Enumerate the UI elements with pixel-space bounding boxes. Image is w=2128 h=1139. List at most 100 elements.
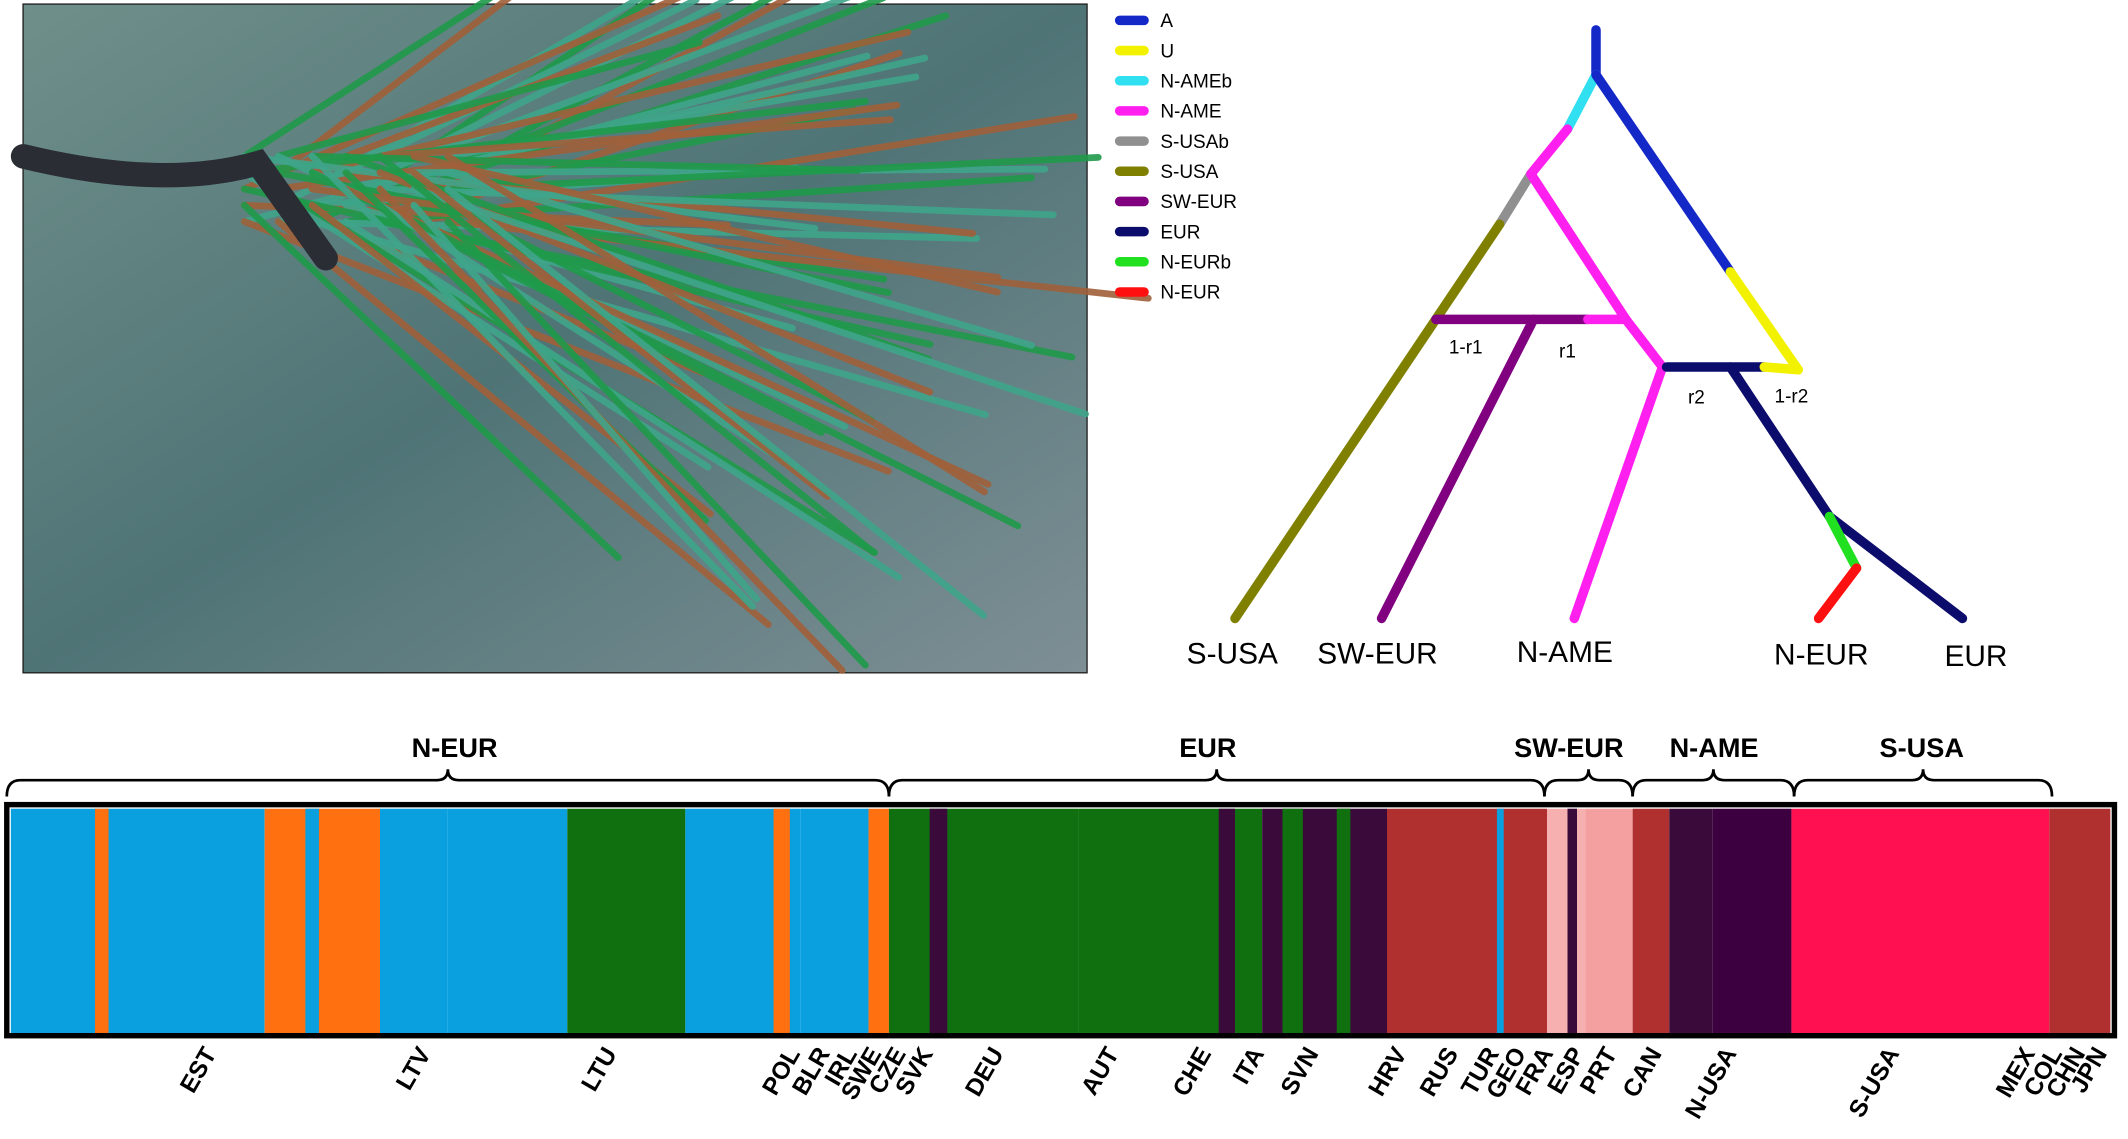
admixture-block [380,808,448,1033]
population-label: EST [175,1043,222,1098]
leaf-label: SW-EUR [1317,637,1437,670]
population-label: ITA [1228,1043,1270,1089]
tree-branch [1494,169,1536,230]
needle [308,218,989,419]
tree-branch [1725,362,1835,522]
edge-label: 1-r2 [1775,386,1809,407]
needle [410,165,1049,177]
group-brace [1792,769,2054,797]
leaf-label: N-EUR [1774,639,1868,672]
admixture-block [1387,808,1548,1033]
legend-label: N-AME [1160,102,1221,123]
tree-branch [1569,362,1668,624]
admixture-block [1585,808,1633,1033]
population-label: S-USA [1844,1043,1905,1122]
population-label: LTU [576,1043,622,1096]
needle [410,218,1022,530]
admixture-block [1547,808,1586,1033]
tree-branch [1824,511,1968,624]
leaf-label: S-USA [1187,637,1278,670]
legend-label: SW-EUR [1160,192,1237,213]
needle [274,0,512,177]
legend: AU N-AMEb N-AME S-USAb S-USA SW-EUR EUR N-EURb N… [1114,11,1237,304]
tree-branch [1759,362,1803,375]
tree-branch [1230,219,1505,624]
tree-branch [1591,69,1736,277]
needle [444,152,988,496]
group-label: N-EUR [412,732,498,763]
needle [444,185,987,619]
admixture-block [868,808,889,1033]
group-brace [1543,769,1634,797]
tree-branch [1813,563,1862,624]
admixture-block [2049,808,2111,1033]
tree-branch [1562,69,1601,134]
population-label: HRV [1364,1042,1413,1100]
tree-branch [1526,124,1573,179]
edge-label: 1-r1 [1449,337,1483,358]
plot-frame [4,801,2118,1039]
needle [308,152,756,610]
legend-label: S-USAb [1160,132,1229,153]
admixture-block [800,808,869,1033]
population-label: N-USA [1680,1043,1742,1124]
legend-label: EUR [1160,222,1200,243]
group-label: EUR [1179,732,1237,763]
tree-branch [1621,314,1668,372]
admixture-block [1712,808,1792,1033]
population-label: AUT [1076,1043,1124,1100]
legend-label: N-EURb [1160,253,1231,274]
needle [342,152,932,363]
admixture-block [447,808,568,1033]
admixture-block [1262,808,1387,1033]
needle [410,152,1001,296]
group-brace [5,769,891,797]
admixture-block [773,808,790,1033]
admixture-block [929,808,948,1033]
needle [444,218,869,669]
tree-branch [1526,169,1631,325]
group-brace [1631,769,1796,797]
legend-label: A [1160,11,1173,32]
needle [444,0,774,177]
tree-branch [1376,314,1539,624]
edge-label: r2 [1688,388,1705,409]
needle [308,28,912,177]
admixture-block [1496,808,1504,1033]
needle [410,169,831,500]
admixture-block [95,808,109,1033]
admixture-block [305,808,319,1033]
population-label: SVN [1276,1043,1324,1100]
population-label: CAN [1618,1043,1668,1102]
group-brace [887,769,1546,797]
needle [376,116,894,160]
legend-label: N-AMEb [1160,72,1232,93]
admixture-block [264,808,380,1033]
population-label: CHE [1168,1043,1217,1101]
needle [444,169,1036,349]
admixture-block [1336,808,1351,1033]
leaf-label: EUR [1945,640,2008,673]
group-label: S-USA [1879,732,1963,763]
needle [376,152,878,556]
tree: 1-r1 r1 r2 1-r2 S-USA SW-EUR N-AME N-EUR EUR [1187,25,2008,673]
needle [410,185,1089,418]
population-label: DEU [960,1043,1009,1101]
population-label: PRT [1575,1043,1623,1099]
group-label: N-AME [1670,732,1759,763]
group-label: SW-EUR [1514,732,1624,763]
population-label: LTV [391,1042,437,1095]
tree-branch [1725,267,1803,375]
photo [10,0,1152,674]
legend-label: N-EUR [1160,283,1220,304]
tree-branch [1824,511,1862,573]
population-label: RUS [1415,1043,1464,1101]
leaf-label: N-AME [1517,636,1613,669]
needle [308,152,861,174]
admixture-block [1632,808,1670,1033]
legend-label: U [1160,41,1174,62]
admixture-block [1791,808,2050,1033]
admixture-block [1567,808,1577,1033]
